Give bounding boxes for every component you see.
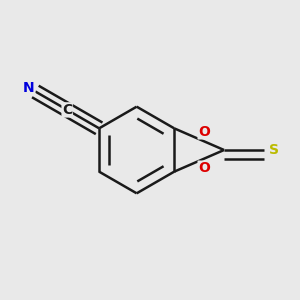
Text: N: N <box>23 81 35 95</box>
Text: C: C <box>62 103 72 117</box>
Text: O: O <box>198 161 210 175</box>
Text: S: S <box>269 143 279 157</box>
Text: O: O <box>198 125 210 139</box>
